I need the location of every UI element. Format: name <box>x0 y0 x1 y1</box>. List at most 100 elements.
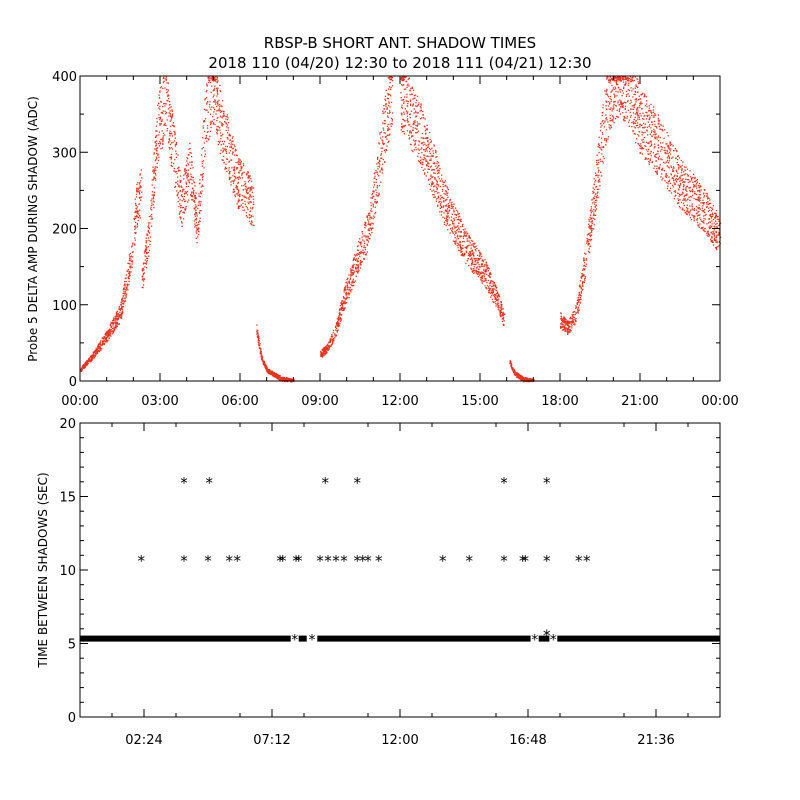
top-data-point <box>450 219 453 221</box>
top-data-point <box>137 182 139 184</box>
top-data-point <box>605 105 607 107</box>
top-data-point <box>492 285 494 287</box>
top-data-point <box>358 241 360 243</box>
top-data-point <box>91 354 93 356</box>
top-data-point <box>125 284 127 286</box>
top-data-point <box>476 272 478 274</box>
top-data-point <box>111 321 114 324</box>
top-data-point <box>442 216 444 218</box>
top-data-point <box>330 345 332 348</box>
top-data-point <box>613 88 615 91</box>
top-data-point <box>426 164 428 166</box>
top-data-point <box>500 310 502 312</box>
top-data-point <box>478 271 480 273</box>
top-data-point <box>138 203 140 205</box>
top-data-point <box>372 218 374 220</box>
top-data-point <box>442 206 444 208</box>
top-data-point <box>186 190 189 193</box>
top-data-point <box>691 191 694 193</box>
top-data-point <box>642 132 644 134</box>
top-data-point <box>239 205 241 207</box>
top-data-point <box>344 298 347 300</box>
top-data-point <box>359 262 361 264</box>
top-data-point <box>238 189 240 192</box>
top-data-point <box>673 179 675 182</box>
top-data-point <box>355 275 357 277</box>
top-data-point <box>400 92 402 94</box>
top-data-point <box>707 235 709 237</box>
top-data-point <box>430 140 432 142</box>
top-data-point <box>372 190 374 192</box>
top-data-point <box>403 88 406 90</box>
top-data-point <box>386 149 388 151</box>
top-data-point <box>605 118 607 120</box>
top-data-point <box>610 91 612 93</box>
top-data-point <box>454 242 456 244</box>
top-data-point <box>684 169 686 171</box>
top-data-point <box>323 350 325 352</box>
top-data-point <box>595 175 597 177</box>
top-data-point <box>411 87 414 89</box>
top-data-point <box>454 213 456 215</box>
top-data-point <box>421 147 423 149</box>
top-data-point <box>236 203 238 205</box>
top-data-point <box>495 303 497 305</box>
top-data-point <box>421 132 424 135</box>
top-data-point <box>334 335 336 337</box>
top-data-point <box>359 238 361 240</box>
top-data-point <box>194 215 197 217</box>
top-data-point <box>405 100 407 102</box>
top-data-point <box>111 322 113 325</box>
top-data-point <box>438 172 440 174</box>
top-data-point <box>623 87 625 90</box>
top-data-point <box>452 232 455 234</box>
top-data-point <box>120 312 123 314</box>
top-data-point <box>411 134 413 137</box>
top-data-point <box>216 92 218 94</box>
top-data-point <box>242 163 245 165</box>
top-data-point <box>674 174 676 176</box>
top-data-point <box>108 329 110 332</box>
top-data-point <box>470 239 473 242</box>
top-data-point <box>370 223 372 225</box>
top-data-point <box>139 174 141 176</box>
top-data-point <box>332 339 334 341</box>
top-data-point <box>423 141 425 143</box>
top-data-point <box>431 147 433 149</box>
top-data-point <box>713 234 716 236</box>
top-data-point <box>129 272 131 274</box>
top-data-point <box>219 84 221 87</box>
top-data-point <box>224 148 226 150</box>
top-data-point <box>617 83 619 86</box>
top-data-point <box>573 319 575 321</box>
top-data-point <box>426 128 428 130</box>
top-data-point <box>682 207 684 209</box>
top-data-point <box>234 148 237 150</box>
top-data-point <box>453 225 455 227</box>
top-data-point <box>150 215 152 217</box>
top-data-point <box>635 85 637 88</box>
top-data-point <box>114 319 117 321</box>
top-data-point <box>134 217 136 219</box>
top-data-point <box>233 170 236 172</box>
top-data-point <box>287 380 289 383</box>
top-data-point <box>661 173 663 175</box>
top-data-point <box>504 313 506 316</box>
top-data-point <box>339 305 342 307</box>
top-data-point <box>437 205 439 207</box>
top-data-point <box>357 249 360 252</box>
top-data-point <box>206 127 209 129</box>
top-data-point <box>460 225 462 228</box>
top-data-point <box>99 349 102 351</box>
top-data-point <box>633 106 635 108</box>
top-data-point <box>636 78 638 80</box>
top-data-point <box>443 221 446 223</box>
top-data-point <box>402 84 405 86</box>
top-data-point <box>123 290 125 292</box>
top-data-point <box>159 140 161 143</box>
top-data-point <box>672 186 674 188</box>
top-data-point <box>222 143 224 145</box>
top-data-point <box>181 222 183 224</box>
top-data-point <box>169 130 171 132</box>
top-data-point <box>134 198 136 200</box>
